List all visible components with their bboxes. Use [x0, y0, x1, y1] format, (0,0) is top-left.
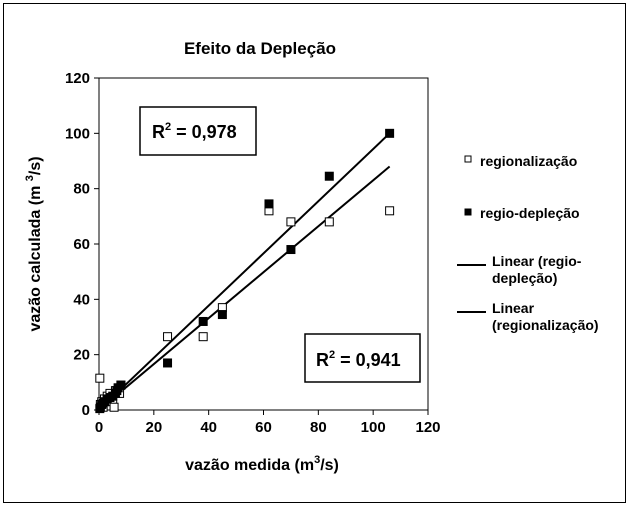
svg-text:R2 = 0,941: R2 = 0,941	[316, 349, 401, 370]
point-regio-deplecao	[217, 310, 227, 320]
point-regio-deplecao	[264, 199, 274, 209]
y-tick-label: 120	[65, 70, 90, 87]
legend-label-linear-regionalizacao: Linear (regionalização)	[492, 300, 599, 333]
y-tick-label: 40	[73, 291, 90, 308]
point-regionalizacao	[109, 402, 119, 412]
data-points	[95, 128, 395, 414]
point-regio-deplecao	[163, 358, 173, 368]
r2-top-value: 0,978	[192, 122, 237, 142]
x-tick-label: 100	[361, 419, 386, 436]
y-tick-label: 100	[65, 125, 90, 142]
y-tick-label: 20	[73, 347, 90, 364]
point-regionalizacao	[163, 332, 173, 342]
r2-label-bottom: R2 = 0,941	[304, 333, 421, 383]
x-tick-label: 60	[255, 419, 272, 436]
y-axis-label: vazão calculada (m 3/s)	[24, 156, 44, 331]
legend-label-regio-deplecao: regio-depleção	[480, 205, 580, 221]
point-regionalizacao	[385, 206, 395, 216]
trendlines	[98, 132, 391, 411]
point-regionalizacao	[95, 373, 105, 383]
y-tick-label: 80	[73, 181, 90, 198]
svg-text:R2 = 0,978: R2 = 0,978	[152, 121, 237, 142]
point-regionalizacao	[324, 217, 334, 227]
y-tick-label: 0	[82, 402, 90, 419]
point-regio-deplecao	[286, 245, 296, 255]
trendline-regio-deplecao	[98, 132, 391, 411]
r2-label-top: R2 = 0,978	[139, 106, 257, 156]
point-regio-deplecao	[324, 171, 334, 181]
chart-area	[3, 3, 626, 503]
legend: regionalização regio-depleção Linear (re…	[457, 153, 599, 333]
axis-ticks: 0 20 40 60 80 100 120 0 20 40 60 80 100 120	[65, 70, 441, 436]
chart-title: Efeito da Depleção	[184, 39, 336, 58]
trendline-regionalizacao	[98, 165, 391, 411]
point-regio-deplecao	[385, 128, 395, 138]
legend-label-linear-deplecao: Linear (regio-depleção)	[492, 253, 582, 286]
x-axis-label: vazão medida (m3/s)	[185, 454, 339, 474]
x-tick-label: 20	[145, 419, 162, 436]
x-tick-label: 0	[95, 419, 103, 436]
legend-label-regionalizacao: regionalização	[480, 153, 577, 169]
point-regionalizacao	[286, 217, 296, 227]
point-regionalizacao	[198, 332, 208, 342]
point-regio-deplecao	[198, 316, 208, 326]
legend-marker-regionalizacao	[464, 155, 472, 163]
r2-bottom-value: 0,941	[356, 350, 401, 370]
legend-marker-regio-deplecao	[464, 208, 472, 216]
x-tick-label: 40	[200, 419, 217, 436]
x-tick-label: 120	[415, 419, 440, 436]
y-tick-label: 60	[73, 236, 90, 253]
point-regio-deplecao	[116, 380, 126, 390]
x-tick-label: 80	[310, 419, 327, 436]
